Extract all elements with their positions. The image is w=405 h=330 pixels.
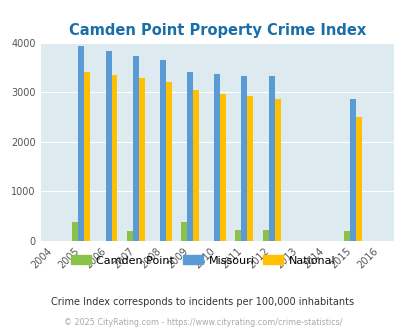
Text: Crime Index corresponds to incidents per 100,000 inhabitants: Crime Index corresponds to incidents per…: [51, 297, 354, 307]
Bar: [105, 51, 111, 241]
Bar: [343, 231, 349, 241]
Bar: [72, 222, 78, 241]
Bar: [132, 56, 139, 241]
Bar: [111, 75, 117, 241]
Bar: [187, 72, 192, 241]
Bar: [126, 232, 132, 241]
Bar: [349, 99, 355, 241]
Bar: [78, 46, 84, 241]
Bar: [181, 222, 187, 241]
Bar: [235, 230, 241, 241]
Text: © 2025 CityRating.com - https://www.cityrating.com/crime-statistics/: © 2025 CityRating.com - https://www.city…: [64, 318, 341, 327]
Bar: [274, 99, 280, 241]
Bar: [355, 116, 361, 241]
Bar: [166, 82, 171, 241]
Bar: [84, 72, 90, 241]
Bar: [214, 74, 220, 241]
Bar: [192, 90, 198, 241]
Bar: [220, 94, 226, 241]
Bar: [139, 78, 144, 241]
Bar: [247, 96, 253, 241]
Bar: [262, 230, 268, 241]
Legend: Camden Point, Missouri, National: Camden Point, Missouri, National: [66, 251, 339, 270]
Bar: [241, 76, 247, 241]
Title: Camden Point Property Crime Index: Camden Point Property Crime Index: [68, 22, 365, 38]
Bar: [160, 60, 166, 241]
Bar: [268, 76, 274, 241]
